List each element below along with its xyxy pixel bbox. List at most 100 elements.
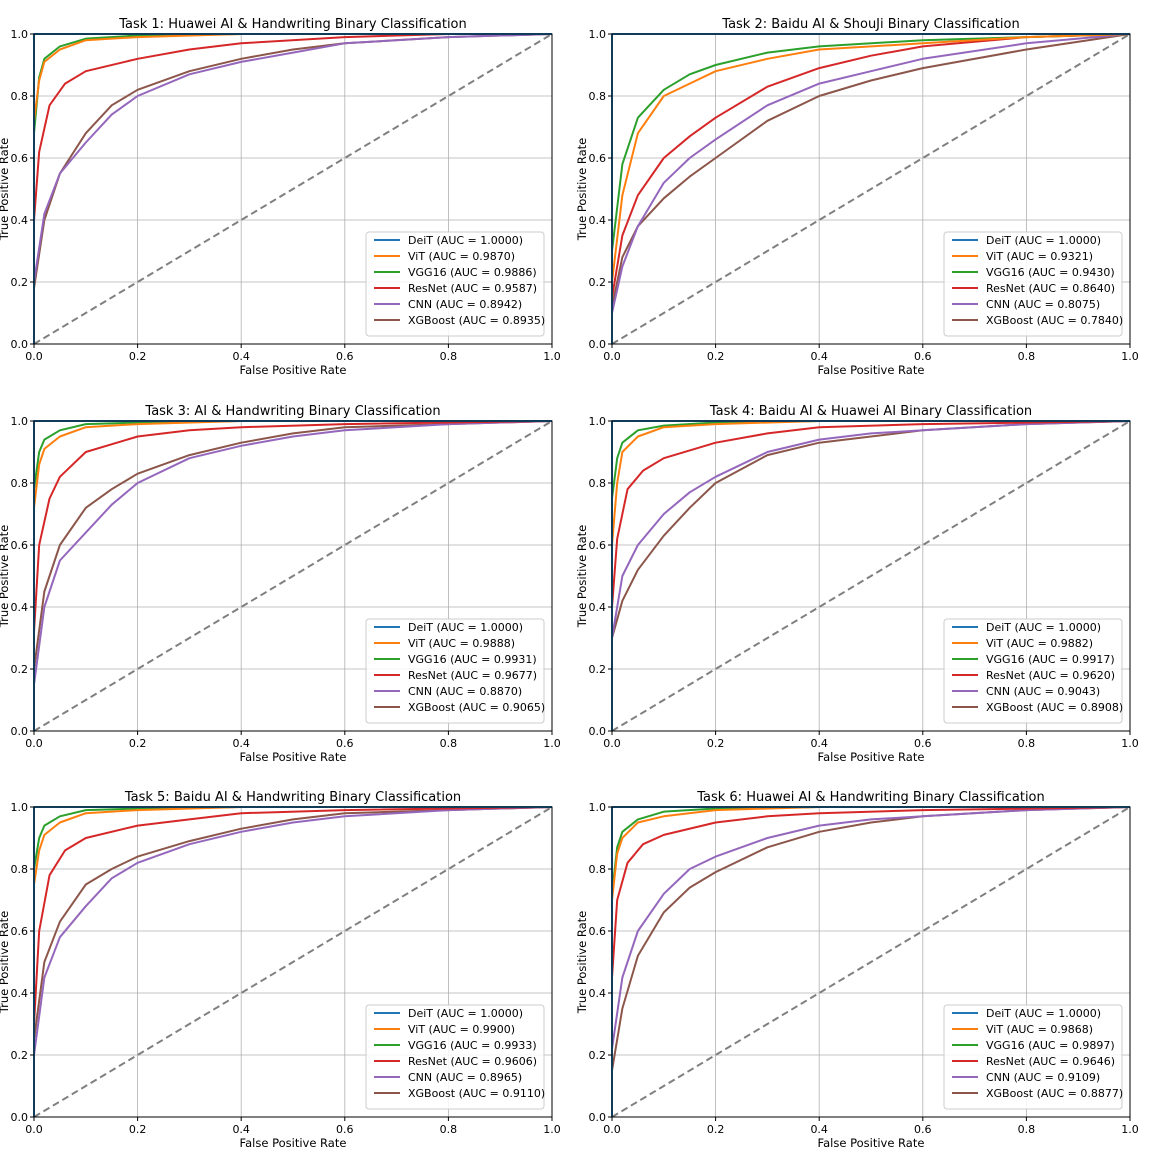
axes-frame <box>611 806 1131 1118</box>
chart-title: Task 6: Huawei AI & Handwriting Binary C… <box>696 790 1045 805</box>
x-tick-label: 1.0 <box>1121 1123 1139 1136</box>
legend-label-vgg16: VGG16 (AUC = 0.9917) <box>986 653 1115 666</box>
legend-label-cnn: CNN (AUC = 0.9043) <box>986 685 1100 698</box>
y-tick-label: 1.0 <box>589 801 607 814</box>
legend: DeiT (AUC = 1.0000) ViT (AUC = 0.9882) VGG… <box>943 618 1123 724</box>
roc-line-resnet <box>611 806 1131 1117</box>
y-tick-label: 0.0 <box>11 725 29 738</box>
y-axis-label: True Positive Rate <box>0 525 11 628</box>
y-tick-label: 0.2 <box>11 663 29 676</box>
chart-title: Task 5: Baidu AI & Handwriting Binary Cl… <box>124 790 461 805</box>
y-tick-label: 0.6 <box>589 539 607 552</box>
legend-label-cnn: CNN (AUC = 0.8870) <box>408 685 522 698</box>
x-axis-label: False Positive Rate <box>818 750 925 764</box>
roc-panel-task-5: 0.0 0.2 0.4 0.6 0.8 1.0 0.0 0.2 0.4 0.6 0.8 1.0 Task… <box>0 790 561 1150</box>
y-tick-label: 0.4 <box>11 601 29 614</box>
chance-diagonal-line <box>33 806 553 1118</box>
y-axis-label: True Positive Rate <box>0 138 11 241</box>
legend-label-xgboost: XGBoost (AUC = 0.8935) <box>408 314 545 327</box>
legend: DeiT (AUC = 1.0000) ViT (AUC = 0.9868) VGG… <box>943 1004 1123 1110</box>
legend-label-xgboost: XGBoost (AUC = 0.8877) <box>986 1087 1123 1100</box>
legend-label-vgg16: VGG16 (AUC = 0.9430) <box>986 266 1115 279</box>
x-tick-label: 1.0 <box>1121 350 1139 363</box>
roc-line-vgg16 <box>611 33 1131 344</box>
y-tick-label: 0.0 <box>589 725 607 738</box>
y-tick-label: 0.4 <box>589 601 607 614</box>
y-tick-label: 0.2 <box>11 1049 29 1062</box>
x-tick-label: 0.8 <box>1018 1123 1036 1136</box>
y-tick-label: 0.0 <box>11 1111 29 1124</box>
chart-title: Task 4: Baidu AI & Huawei AI Binary Clas… <box>709 404 1032 419</box>
roc-panel-task-4: 0.0 0.2 0.4 0.6 0.8 1.0 0.0 0.2 0.4 0.6 0.8 1.0 Task… <box>575 404 1139 764</box>
y-tick-label: 0.6 <box>11 925 29 938</box>
x-axis-label: False Positive Rate <box>818 1136 925 1150</box>
roc-line-vit <box>33 33 552 344</box>
legend-label-vit: ViT (AUC = 0.9868) <box>986 1023 1093 1036</box>
legend-label-xgboost: XGBoost (AUC = 0.7840) <box>986 314 1123 327</box>
y-tick-label: 0.0 <box>11 338 29 351</box>
x-axis-label: False Positive Rate <box>240 363 347 377</box>
legend: DeiT (AUC = 1.0000) ViT (AUC = 0.9870) VGG… <box>365 231 545 337</box>
roc-line-resnet <box>611 420 1131 731</box>
y-tick-label: 0.4 <box>589 214 607 227</box>
legend-box <box>943 231 1123 337</box>
legend-label-xgboost: XGBoost (AUC = 0.8908) <box>986 701 1123 714</box>
y-tick-label: 0.2 <box>589 276 607 289</box>
x-tick-label: 0.6 <box>914 737 932 750</box>
roc-line-xgboost <box>33 420 553 731</box>
x-tick-label: 0.6 <box>336 1123 354 1136</box>
legend-label-cnn: CNN (AUC = 0.8965) <box>408 1071 522 1084</box>
y-tick-label: 0.6 <box>11 539 29 552</box>
y-tick-label: 1.0 <box>589 28 607 41</box>
x-tick-label: 0.2 <box>707 737 725 750</box>
axes-frame <box>611 420 1131 732</box>
y-tick-label: 0.2 <box>589 663 607 676</box>
x-tick-label: 0.4 <box>232 737 250 750</box>
roc-line-cnn <box>33 420 553 731</box>
legend-label-xgboost: XGBoost (AUC = 0.9065) <box>408 701 545 714</box>
legend-label-vit: ViT (AUC = 0.9882) <box>986 637 1093 650</box>
x-tick-label: 0.8 <box>1018 737 1036 750</box>
legend-label-deit: DeiT (AUC = 1.0000) <box>986 621 1101 634</box>
x-tick-label: 1.0 <box>543 350 561 363</box>
roc-panel-task-2: 0.0 0.2 0.4 0.6 0.8 1.0 0.0 0.2 0.4 0.6 0.8 1.0 Task… <box>575 17 1139 377</box>
y-tick-label: 0.8 <box>11 477 29 490</box>
y-tick-label: 0.6 <box>589 925 607 938</box>
legend-label-vit: ViT (AUC = 0.9870) <box>408 250 515 263</box>
x-tick-label: 0.6 <box>336 737 354 750</box>
axes-frame <box>33 420 553 732</box>
y-tick-label: 0.0 <box>589 1111 607 1124</box>
y-tick-label: 0.0 <box>589 338 607 351</box>
chance-diagonal-line <box>33 33 553 345</box>
y-axis-label: True Positive Rate <box>0 911 11 1014</box>
legend-box <box>943 1004 1123 1110</box>
legend-label-cnn: CNN (AUC = 0.8942) <box>408 298 522 311</box>
y-tick-label: 0.8 <box>11 863 29 876</box>
roc-panel-task-1: 0.0 0.2 0.4 0.6 0.8 1.0 0.0 0.2 0.4 0.6 0.8 1.0 Task… <box>0 17 561 377</box>
y-tick-label: 0.4 <box>11 987 29 1000</box>
x-tick-label: 0.0 <box>603 737 621 750</box>
roc-line-vit <box>33 420 552 731</box>
x-axis-label: False Positive Rate <box>818 363 925 377</box>
axes-frame <box>611 33 1131 345</box>
roc-line-resnet <box>611 33 1131 344</box>
x-tick-label: 0.6 <box>336 350 354 363</box>
y-tick-label: 0.8 <box>589 863 607 876</box>
legend-label-vgg16: VGG16 (AUC = 0.9931) <box>408 653 537 666</box>
x-tick-label: 0.2 <box>707 1123 725 1136</box>
x-tick-label: 0.4 <box>810 350 828 363</box>
legend-label-deit: DeiT (AUC = 1.0000) <box>408 234 523 247</box>
roc-line-xgboost <box>33 806 553 1117</box>
x-tick-label: 0.8 <box>1018 350 1036 363</box>
y-tick-label: 0.8 <box>589 477 607 490</box>
axes-frame <box>33 33 553 345</box>
y-axis-label: True Positive Rate <box>575 911 589 1014</box>
y-tick-label: 1.0 <box>11 415 29 428</box>
x-tick-label: 0.4 <box>810 737 828 750</box>
legend-label-resnet: ResNet (AUC = 0.9587) <box>408 282 537 295</box>
roc-line-resnet <box>33 33 552 344</box>
roc-line-cnn <box>611 420 1131 731</box>
roc-line-resnet <box>33 420 553 731</box>
roc-line-cnn <box>611 33 1131 344</box>
legend-label-deit: DeiT (AUC = 1.0000) <box>408 621 523 634</box>
